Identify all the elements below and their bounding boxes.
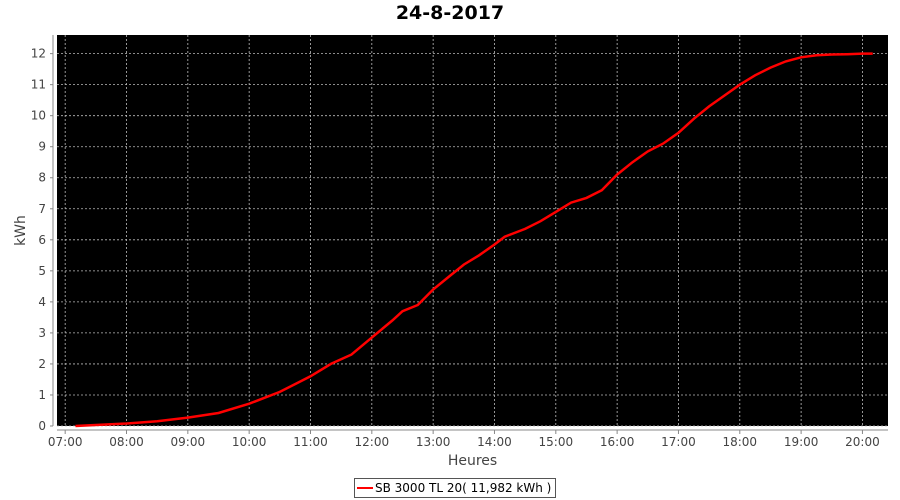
y-tick-label: 5	[38, 264, 46, 278]
legend: SB 3000 TL 20( 11,982 kWh )	[354, 478, 557, 498]
x-tick-label: 11:00	[293, 435, 328, 449]
y-tick-label: 6	[38, 233, 46, 247]
y-tick-label: 10	[31, 109, 46, 123]
x-tick-label: 18:00	[722, 435, 757, 449]
x-tick-label: 20:00	[845, 435, 880, 449]
x-tick-label: 14:00	[477, 435, 512, 449]
x-tick-label: 13:00	[416, 435, 451, 449]
x-tick-label: 09:00	[171, 435, 206, 449]
x-tick-label: 10:00	[232, 435, 267, 449]
y-tick-label: 3	[38, 326, 46, 340]
y-tick-label: 9	[38, 140, 46, 154]
y-tick-label: 12	[31, 47, 46, 61]
x-axis-label: Heures	[448, 453, 497, 469]
x-tick-label: 08:00	[109, 435, 144, 449]
y-axis-label: kWh	[13, 215, 29, 246]
y-tick-label: 11	[31, 78, 46, 92]
x-tick-label: 17:00	[661, 435, 696, 449]
x-tick-label: 16:00	[600, 435, 635, 449]
x-tick-label: 19:00	[784, 435, 819, 449]
x-tick-label: 15:00	[539, 435, 574, 449]
legend-label: SB 3000 TL 20( 11,982 kWh )	[375, 481, 552, 495]
y-tick-label: 0	[38, 419, 46, 433]
x-tick-label: 07:00	[48, 435, 83, 449]
x-tick-label: 12:00	[355, 435, 390, 449]
series-line	[75, 52, 873, 428]
y-tick-label: 4	[38, 295, 46, 309]
y-tick-label: 8	[38, 171, 46, 185]
y-tick-label: 1	[38, 388, 46, 402]
plot-area	[57, 35, 888, 426]
y-tick-label: 2	[38, 357, 46, 371]
chart-title: 24-8-2017	[395, 2, 505, 24]
y-tick-label: 7	[38, 202, 46, 216]
legend-swatch	[357, 487, 373, 489]
